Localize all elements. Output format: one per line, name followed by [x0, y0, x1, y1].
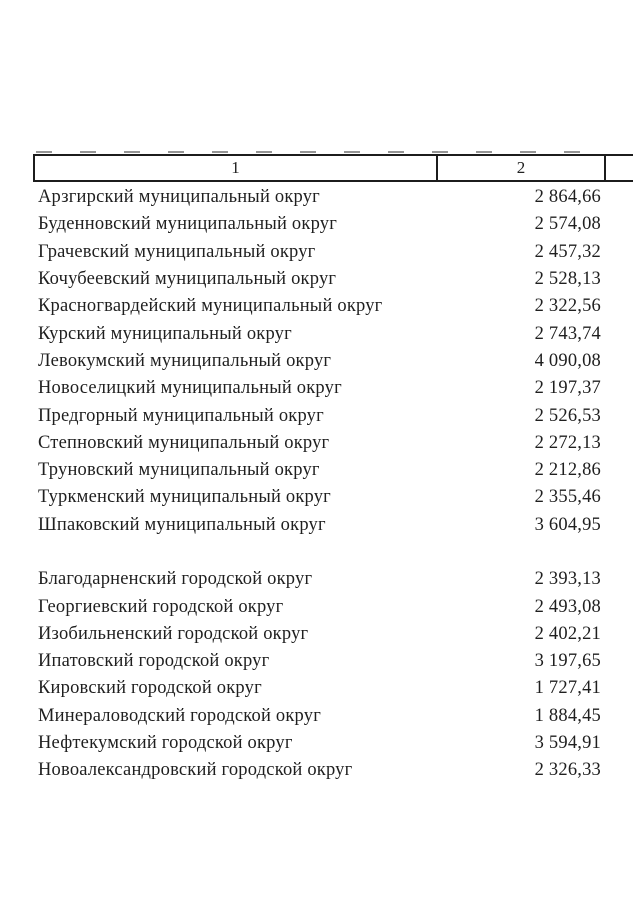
table-row: Нефтекумский городской округ 3 594,91	[38, 730, 601, 757]
table-row: Труновский муниципальный округ 2 212,86	[38, 457, 601, 484]
district-name-cell: Изобильненский городской округ	[38, 623, 309, 644]
district-name-cell: Кочубеевский муниципальный округ	[38, 269, 337, 290]
district-name-cell: Буденновский муниципальный округ	[38, 214, 338, 235]
scan-artifact-line	[36, 151, 606, 153]
table-row: Курский муниципальный округ 2 743,74	[38, 320, 601, 347]
value-cell: 1 884,45	[534, 705, 601, 726]
district-name-cell: Минераловодский городской округ	[38, 705, 322, 726]
value-cell: 3 594,91	[534, 733, 601, 754]
value-cell: 2 526,53	[534, 405, 601, 426]
value-cell: 2 212,86	[534, 460, 601, 481]
district-name-cell: Новоалександровский городской округ	[38, 760, 353, 781]
table-row: Кировский городской округ 1 727,41	[38, 675, 601, 702]
table-row: Арзгирский муниципальный округ 2 864,66	[38, 184, 601, 211]
table-header-col2: 2	[438, 156, 606, 180]
value-cell: 2 322,56	[534, 296, 601, 317]
district-name-cell: Левокумский муниципальный округ	[38, 350, 332, 371]
value-cell: 3 604,95	[534, 514, 601, 535]
district-name-cell: Степновский муниципальный округ	[38, 432, 330, 453]
district-name-cell: Труновский муниципальный округ	[38, 460, 320, 481]
value-cell: 1 727,41	[534, 678, 601, 699]
district-name-cell: Предгорный муниципальный округ	[38, 405, 324, 426]
table-row: Красногвардейский муниципальный округ 2 …	[38, 293, 601, 320]
district-name-cell: Георгиевский городской округ	[38, 596, 284, 617]
table-header-col1: 1	[35, 156, 438, 180]
value-cell: 2 493,08	[534, 596, 601, 617]
table-header-row: 1 2	[33, 154, 633, 182]
value-cell: 2 402,21	[534, 623, 601, 644]
table-row: Предгорный муниципальный округ 2 526,53	[38, 402, 601, 429]
district-name-cell: Новоселицкий муниципальный округ	[38, 378, 342, 399]
table-row: Грачевский муниципальный округ 2 457,32	[38, 239, 601, 266]
value-cell: 2 574,08	[534, 214, 601, 235]
table-row: Буденновский муниципальный округ 2 574,0…	[38, 211, 601, 238]
value-cell: 2 272,13	[534, 432, 601, 453]
table-row: Левокумский муниципальный округ 4 090,08	[38, 348, 601, 375]
table-row: Георгиевский городской округ 2 493,08	[38, 593, 601, 620]
district-name-cell: Грачевский муниципальный округ	[38, 241, 316, 262]
table-row: Благодарненский городской округ 2 393,13	[38, 566, 601, 593]
table-body: Арзгирский муниципальный округ 2 864,66 …	[38, 184, 601, 785]
value-cell: 2 743,74	[534, 323, 601, 344]
table-header-col3-cutoff	[606, 156, 633, 180]
district-name-cell: Ипатовский городской округ	[38, 651, 270, 672]
value-cell: 2 326,33	[534, 760, 601, 781]
value-cell: 2 393,13	[534, 569, 601, 590]
district-name-cell: Красногвардейский муниципальный округ	[38, 296, 383, 317]
table-row: Шпаковский муниципальный округ 3 604,95	[38, 512, 601, 539]
district-name-cell: Благодарненский городской округ	[38, 569, 313, 590]
value-cell: 3 197,65	[534, 651, 601, 672]
group-spacer	[38, 539, 601, 566]
value-cell: 2 355,46	[534, 487, 601, 508]
table-row: Изобильненский городской округ 2 402,21	[38, 621, 601, 648]
value-cell: 2 197,37	[534, 378, 601, 399]
table-row: Минераловодский городской округ 1 884,45	[38, 703, 601, 730]
table-row: Новоселицкий муниципальный округ 2 197,3…	[38, 375, 601, 402]
value-cell: 2 864,66	[534, 187, 601, 208]
table-row: Степновский муниципальный округ 2 272,13	[38, 430, 601, 457]
value-cell: 2 528,13	[534, 269, 601, 290]
district-name-cell: Туркменский муниципальный округ	[38, 487, 331, 508]
district-name-cell: Арзгирский муниципальный округ	[38, 187, 320, 208]
district-name-cell: Курский муниципальный округ	[38, 323, 292, 344]
district-name-cell: Кировский городской округ	[38, 678, 262, 699]
district-name-cell: Нефтекумский городской округ	[38, 733, 293, 754]
value-cell: 4 090,08	[534, 350, 601, 371]
table-row: Туркменский муниципальный округ 2 355,46	[38, 484, 601, 511]
table-row: Ипатовский городской округ 3 197,65	[38, 648, 601, 675]
district-name-cell: Шпаковский муниципальный округ	[38, 514, 326, 535]
value-cell: 2 457,32	[534, 241, 601, 262]
table-row: Кочубеевский муниципальный округ 2 528,1…	[38, 266, 601, 293]
table-row: Новоалександровский городской округ 2 32…	[38, 757, 601, 784]
